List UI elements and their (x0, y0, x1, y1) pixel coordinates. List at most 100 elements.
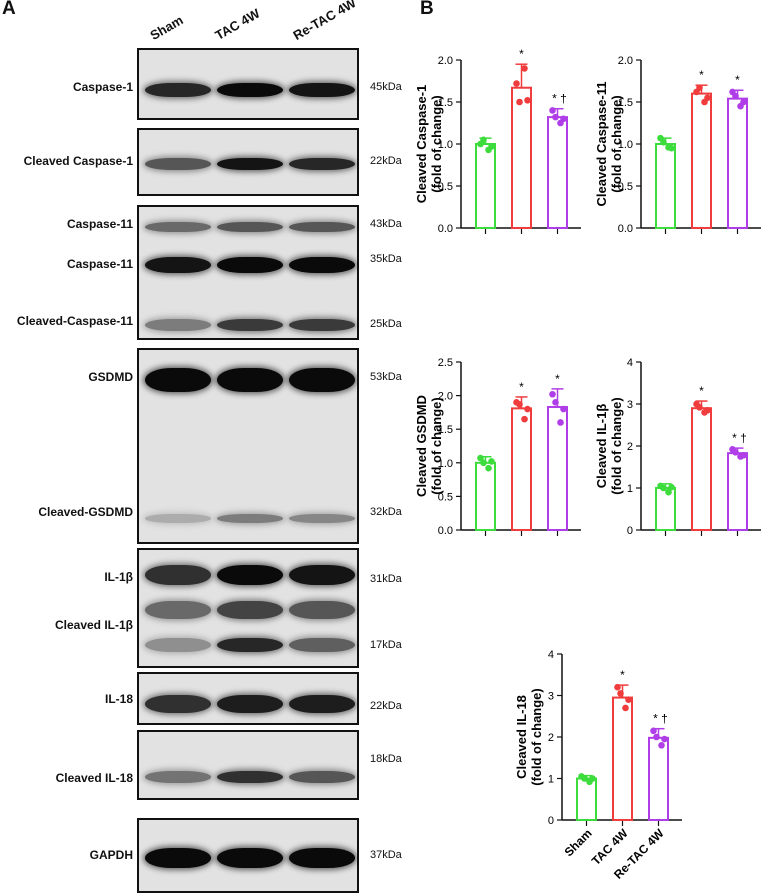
data-point (653, 733, 660, 741)
kda-label: 35kDa (370, 253, 402, 265)
data-point (732, 449, 739, 456)
band (217, 83, 283, 97)
data-point (740, 98, 747, 106)
y-axis-label-line2: (fold of change) (529, 688, 544, 786)
data-point (560, 115, 567, 123)
y-tick-label: 4 (548, 649, 554, 661)
y-tick-label: 3 (548, 691, 554, 703)
blot-label: Cleaved-GSDMD (38, 505, 133, 519)
data-point (521, 65, 528, 72)
data-point (560, 405, 567, 413)
y-tick-label: 4 (627, 357, 633, 369)
band (145, 319, 211, 331)
band (145, 771, 211, 783)
band (289, 158, 355, 170)
band (145, 601, 211, 619)
y-axis-label: Cleaved Caspase-1(fold of change) (414, 85, 444, 204)
data-point (625, 696, 632, 703)
blot-label: Cleaved Caspase-1 (23, 154, 133, 168)
data-point (658, 742, 665, 749)
y-axis-label-line1: Cleaved GSDMD (414, 395, 429, 497)
blot-0 (137, 48, 359, 120)
kda-label: 22kDa (370, 700, 402, 712)
data-point (524, 405, 531, 413)
significance-mark: * (735, 73, 740, 87)
data-point (521, 415, 528, 423)
blot-7 (137, 818, 359, 893)
band (289, 695, 355, 713)
band (217, 319, 283, 331)
significance-mark: * (519, 380, 524, 394)
chart-2: 0.0 0.5 1.0 1.5 2.0 2.5 Cleaved GSDMD(fold of … (414, 357, 581, 537)
blot-label: GSDMD (88, 370, 133, 384)
bar (655, 487, 676, 531)
data-point (549, 390, 556, 398)
y-tick-label: 0.5 (438, 491, 453, 503)
band (217, 695, 283, 713)
band (217, 368, 283, 392)
y-axis-label: Cleaved IL-18(fold of change) (514, 688, 544, 786)
blot-6 (137, 730, 359, 800)
blot-label: GAPDH (89, 848, 133, 862)
y-tick-label: 1.0 (618, 139, 633, 151)
kda-label: 53kDa (370, 371, 402, 383)
significance-mark: * † (732, 431, 747, 445)
band (217, 158, 283, 170)
chart-0: 0.0 0.5 1.0 1.5 2.0 Cleaved Caspase-1(fold of… (414, 47, 581, 235)
band (217, 601, 283, 619)
band (289, 257, 355, 273)
y-tick-label: 1.5 (618, 97, 633, 109)
y-axis-label-line1: Cleaved IL-18 (514, 695, 529, 779)
data-point (480, 136, 487, 144)
band (145, 848, 211, 868)
blot-3 (137, 348, 359, 544)
y-axis-label-line2: (fold of change) (609, 397, 624, 495)
y-axis-label-line2: (fold of change) (609, 95, 624, 193)
y-tick-label: 0.0 (438, 525, 453, 537)
y-tick-label: 1 (627, 483, 633, 495)
data-point (552, 399, 559, 406)
x-category-label: Sham (562, 826, 595, 859)
bar (576, 777, 597, 821)
band (145, 83, 211, 97)
data-point (488, 143, 495, 150)
data-point (650, 727, 657, 735)
bar (612, 696, 633, 822)
kda-label: 45kDa (370, 81, 402, 93)
kda-label: 37kDa (370, 849, 402, 861)
y-tick-label: 1.5 (438, 424, 453, 436)
data-point (589, 775, 596, 782)
y-tick-label: 1 (548, 774, 554, 786)
data-point (485, 464, 492, 472)
data-point (660, 484, 667, 492)
y-tick-label: 2 (627, 441, 633, 453)
blot-label: Cleaved-Caspase-11 (16, 314, 133, 328)
y-axis-label-line1: Cleaved Caspase-11 (594, 81, 609, 206)
band (145, 513, 211, 523)
band (289, 222, 355, 232)
data-point (732, 92, 739, 100)
bar (547, 116, 568, 229)
data-point (668, 483, 675, 491)
data-point (622, 704, 629, 712)
y-axis-label-line1: Cleaved Caspase-1 (414, 85, 429, 204)
y-tick-label: 1.5 (438, 97, 453, 109)
band (289, 83, 355, 97)
y-axis-label-line1: Cleaved IL-1β (594, 404, 609, 489)
data-point (661, 735, 668, 743)
data-point (516, 401, 523, 408)
bar (691, 92, 712, 229)
y-axis-label-line2: (fold of change) (429, 397, 444, 495)
blot-label: Caspase-11 (66, 217, 133, 231)
band (145, 695, 211, 713)
data-point (696, 404, 703, 411)
significance-mark: * (620, 668, 625, 682)
y-tick-label: 0.0 (438, 223, 453, 235)
data-point (696, 84, 703, 92)
blot-label: Caspase-1 (72, 80, 133, 94)
band (145, 158, 211, 170)
band (145, 565, 211, 585)
bar (547, 406, 568, 531)
kda-label: 22kDa (370, 155, 402, 167)
